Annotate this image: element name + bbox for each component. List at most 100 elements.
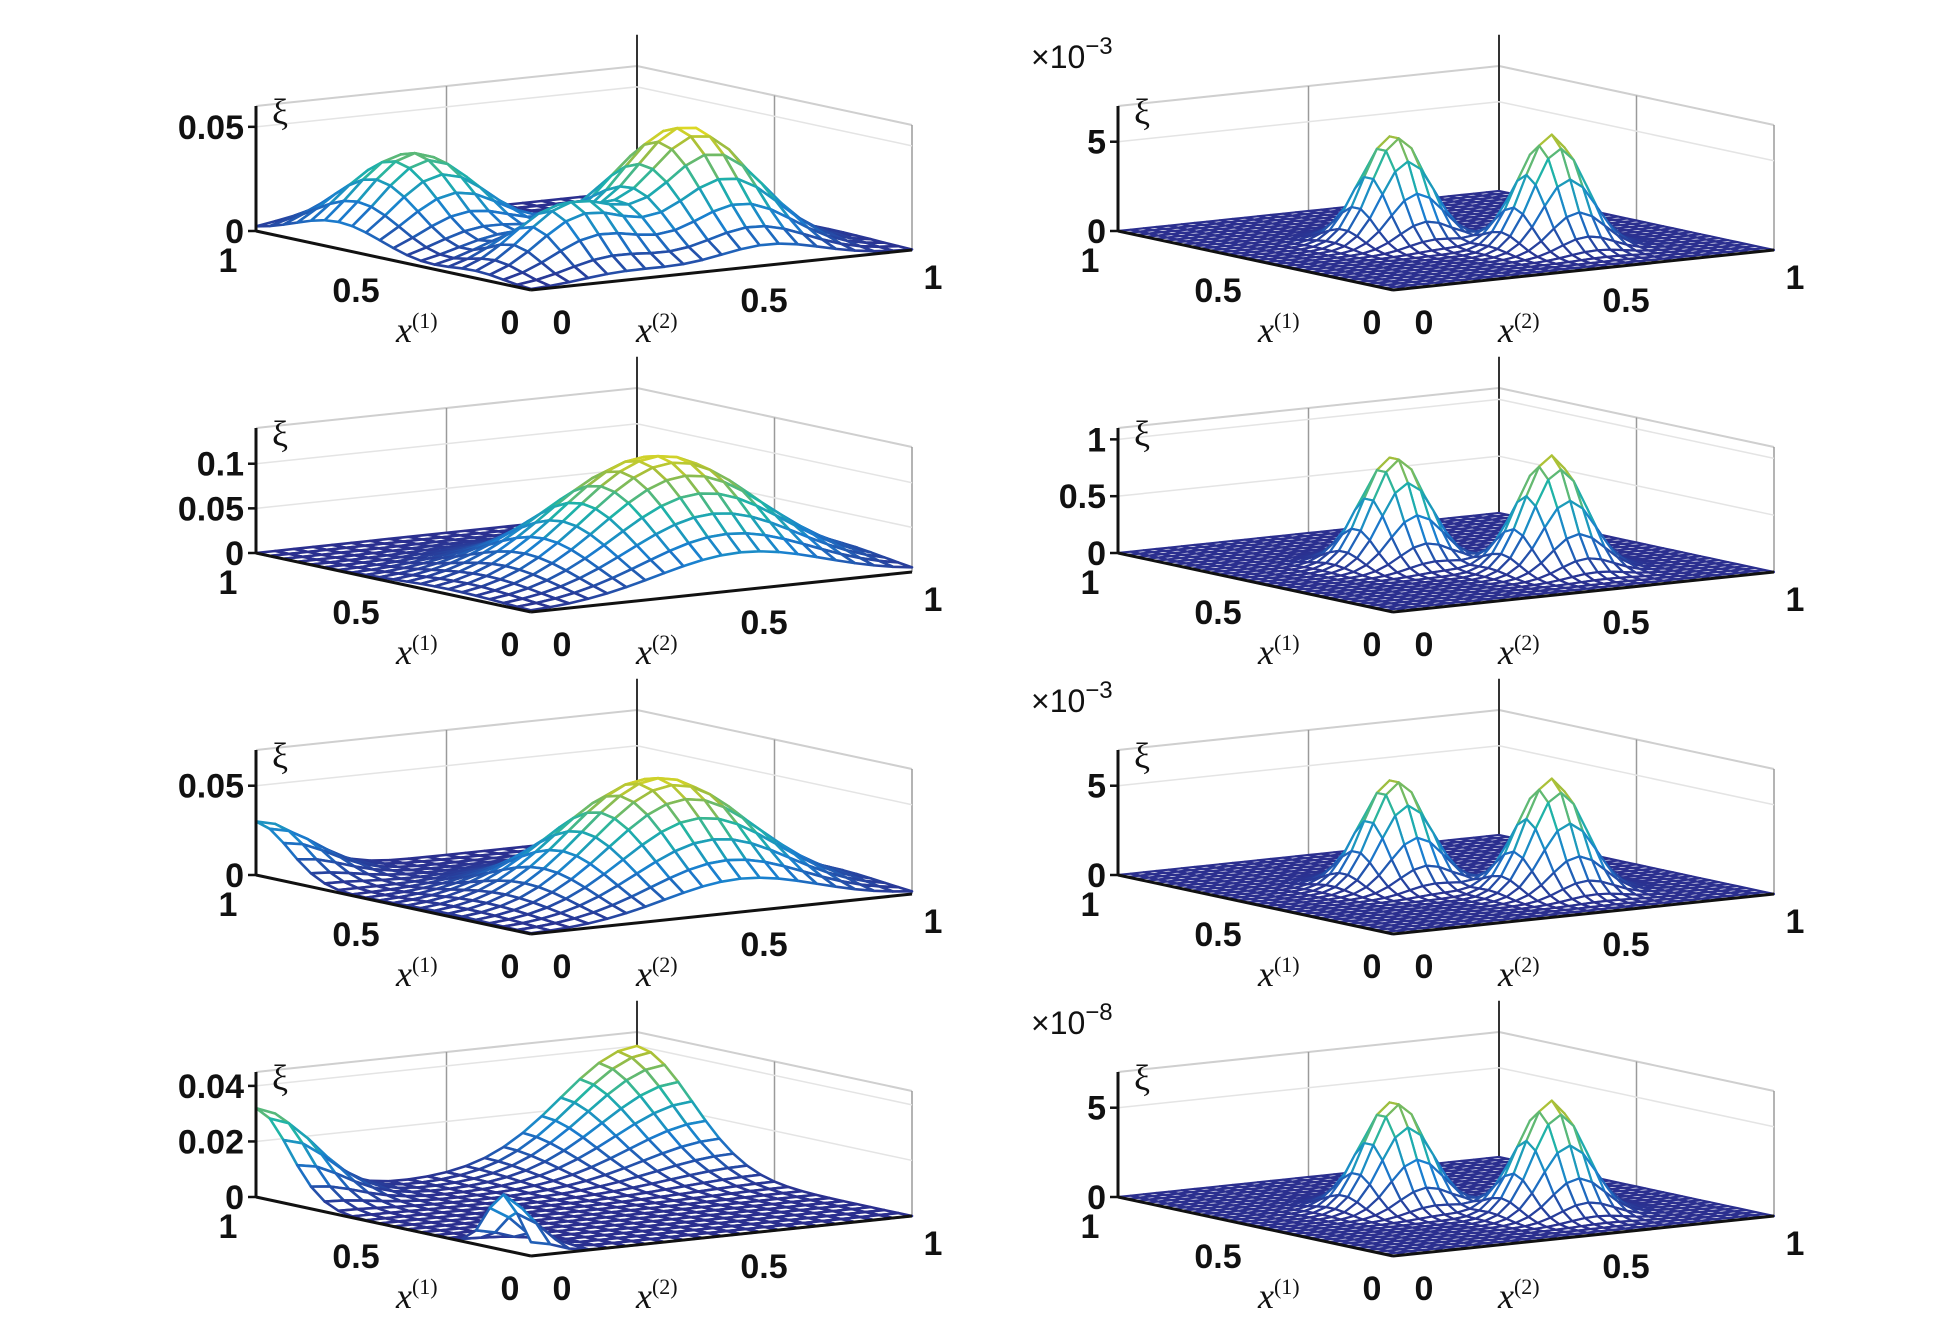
x1-tick-label: 0.5 <box>332 272 379 310</box>
x1-axis-label-sup: (1) <box>1274 630 1300 655</box>
z-tick-label: 0.02 <box>178 1123 244 1161</box>
x2-axis-label-base: x <box>635 310 652 350</box>
x2-axis-label-sup: (2) <box>652 1274 678 1299</box>
x2-tick-label: 1 <box>924 259 943 297</box>
x1-axis-line <box>255 551 532 614</box>
x1-tick-label: 0 <box>1363 626 1382 664</box>
x2-axis-label: x(2) <box>1497 630 1540 672</box>
wall-gridline <box>255 1045 638 1087</box>
z-axis-label: ξ <box>272 1058 288 1098</box>
z-tick-label: 0 <box>225 535 244 573</box>
x2-axis-label: x(2) <box>635 308 678 350</box>
x2-tick-label: 0.5 <box>1602 604 1649 642</box>
x2-axis-label-sup: (2) <box>652 308 678 333</box>
x2-tick-label: 1 <box>1786 903 1805 941</box>
z-tick-label: 0.04 <box>178 1068 244 1106</box>
wall-gridline <box>636 1045 913 1106</box>
x1-tick-label: 1 <box>219 886 238 924</box>
z-tick-label: 0.1 <box>197 446 244 484</box>
surface-mesh <box>1116 454 1776 614</box>
z-tick-label: 0.05 <box>178 768 244 806</box>
x1-tick-label: 0 <box>501 948 520 986</box>
x1-axis-label: x(1) <box>1257 630 1300 672</box>
surface-mesh <box>1116 133 1776 292</box>
x1-axis-label-base: x <box>1257 310 1274 350</box>
x1-tick-label: 0.5 <box>332 1238 379 1276</box>
x1-tick-label: 0 <box>1363 304 1382 342</box>
x1-axis-label-base: x <box>395 1276 412 1316</box>
surface-mesh <box>1116 1099 1776 1258</box>
z-tick-label: 0 <box>225 213 244 251</box>
x2-axis-label-base: x <box>635 1276 652 1316</box>
x1-tick-label: 1 <box>1081 886 1100 924</box>
x2-tick-label: 1 <box>1786 581 1805 619</box>
x1-tick-label: 0.5 <box>332 594 379 632</box>
z-exponent-label: ×10−3 <box>1031 677 1113 719</box>
x2-axis-label-base: x <box>1497 954 1514 994</box>
x2-axis-label-sup: (2) <box>1514 308 1540 333</box>
x1-axis-label: x(1) <box>395 308 438 350</box>
z-tick-label: 5 <box>1087 768 1106 806</box>
z-axis-label: ξ <box>272 414 288 454</box>
x2-axis-label: x(2) <box>1497 952 1540 994</box>
surface-mesh <box>254 454 914 612</box>
x2-tick-label: 0 <box>1415 626 1434 664</box>
z-axis-label: ξ <box>1134 414 1150 454</box>
x2-axis-line <box>530 248 913 292</box>
x2-axis-label-base: x <box>635 632 652 672</box>
z-tick-label: 0.05 <box>178 109 244 147</box>
x1-axis-label-sup: (1) <box>1274 952 1300 977</box>
x1-axis-line <box>255 873 532 936</box>
x1-tick-label: 1 <box>219 1208 238 1246</box>
surface-mesh <box>1116 777 1776 936</box>
x2-axis-label: x(2) <box>635 952 678 994</box>
x1-axis-line <box>255 229 532 292</box>
x2-tick-label: 0 <box>553 948 572 986</box>
x2-tick-label: 0 <box>1415 948 1434 986</box>
z-exponent-label: ×10−3 <box>1031 33 1113 75</box>
z-tick-label: 0.05 <box>178 490 244 528</box>
exponent-base: ×10 <box>1031 39 1085 75</box>
x2-tick-label: 0.5 <box>740 926 787 964</box>
x2-tick-label: 0 <box>553 304 572 342</box>
x1-axis-label: x(1) <box>395 630 438 672</box>
wall-gridline <box>636 744 913 806</box>
x2-axis-line <box>530 892 913 936</box>
x1-tick-label: 0.5 <box>1194 916 1241 954</box>
x1-tick-label: 0.5 <box>1194 594 1241 632</box>
z-tick-label: 5 <box>1087 124 1106 162</box>
x1-tick-label: 0 <box>501 626 520 664</box>
x2-axis-label-base: x <box>635 954 652 994</box>
x1-axis-label-base: x <box>1257 632 1274 672</box>
x2-tick-label: 1 <box>924 581 943 619</box>
x1-axis-label-sup: (1) <box>412 952 438 977</box>
x2-tick-label: 1 <box>924 1225 943 1263</box>
x2-axis-line <box>530 570 913 614</box>
x1-axis-label: x(1) <box>395 1274 438 1316</box>
x1-tick-label: 0.5 <box>332 916 379 954</box>
wall-gridline <box>636 422 913 484</box>
x2-tick-label: 0.5 <box>740 1248 787 1286</box>
x2-axis-label: x(2) <box>1497 308 1540 350</box>
x2-tick-label: 0.5 <box>1602 926 1649 964</box>
x1-axis-label-sup: (1) <box>412 1274 438 1299</box>
x1-axis-label-sup: (1) <box>412 308 438 333</box>
x2-axis-label-base: x <box>1497 310 1514 350</box>
x2-tick-label: 0 <box>553 1270 572 1308</box>
x2-axis-label: x(2) <box>635 630 678 672</box>
z-axis-label: ξ <box>1134 92 1150 132</box>
x1-axis-label-sup: (1) <box>1274 308 1300 333</box>
x1-axis-label: x(1) <box>1257 952 1300 994</box>
x1-axis-label-base: x <box>395 310 412 350</box>
mesh-cell <box>515 601 552 612</box>
x2-tick-label: 1 <box>1786 259 1805 297</box>
